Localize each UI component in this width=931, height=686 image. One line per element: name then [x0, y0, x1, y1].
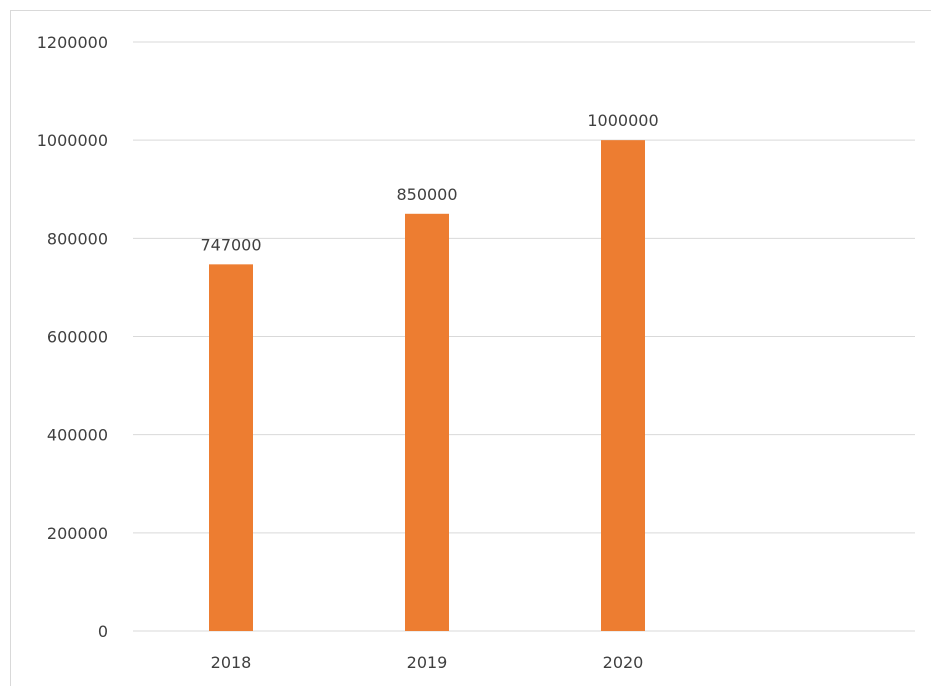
y-tick-label: 600000	[47, 328, 108, 347]
bar-2018	[209, 264, 253, 631]
x-tick-label: 2018	[211, 653, 252, 672]
y-axis-ticks: 0 200000 400000 600000 800000 1000000 1200000	[37, 33, 108, 641]
gridlines	[133, 41, 915, 632]
y-tick-label: 800000	[47, 229, 108, 248]
y-tick-label: 1000000	[37, 131, 108, 150]
x-tick-label: 2020	[603, 653, 644, 672]
x-tick-label: 2019	[407, 653, 448, 672]
y-tick-label: 0	[98, 622, 108, 641]
data-label-2018: 747000	[200, 235, 261, 254]
data-labels: 747000 850000 1000000	[200, 111, 658, 254]
x-axis-ticks: 2018 2019 2020	[211, 653, 644, 672]
y-tick-label: 400000	[47, 426, 108, 445]
data-label-2019: 850000	[396, 185, 457, 204]
y-tick-label: 1200000	[37, 33, 108, 52]
y-tick-label: 200000	[47, 524, 108, 543]
bar-2019	[405, 213, 449, 631]
data-label-2020: 1000000	[587, 111, 658, 130]
bars	[209, 140, 645, 631]
chart-frame	[10, 10, 931, 686]
bar-2020	[601, 140, 645, 631]
